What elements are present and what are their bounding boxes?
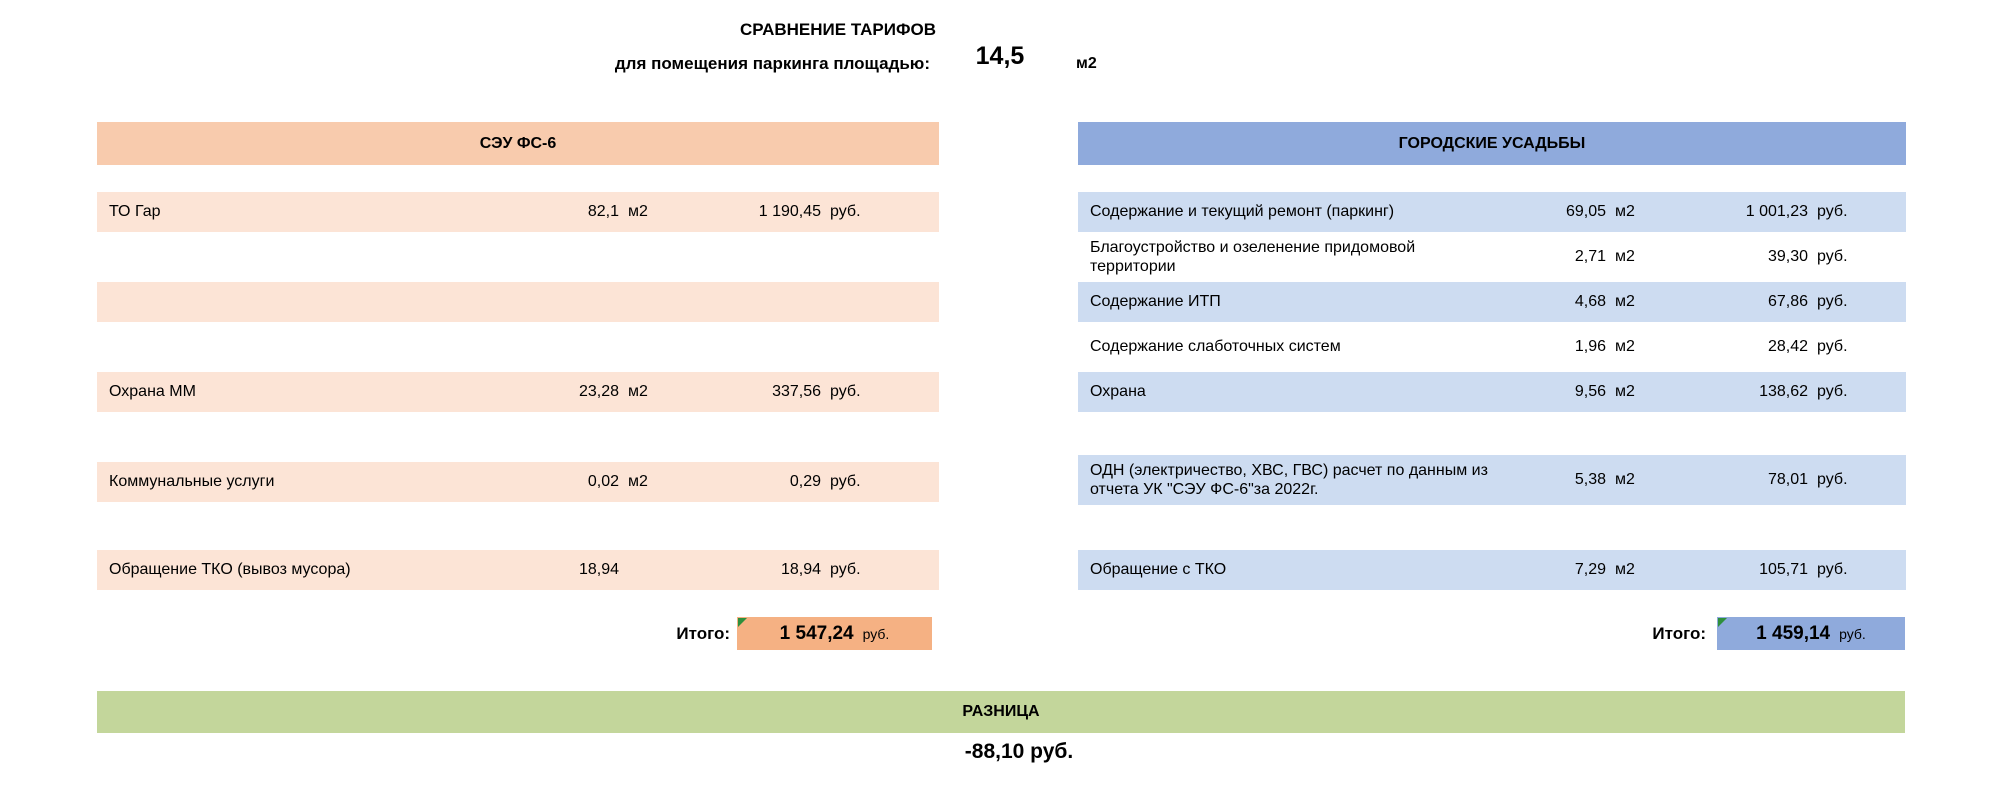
row-area-unit: м2 [628,473,648,490]
page-title: СРАВНЕНИЕ ТАРИФОВ [739,20,936,39]
row-area-unit: м2 [1615,471,1635,488]
parking-area-unit: м2 [1076,55,1097,72]
row-label: ТО Гар [109,203,161,221]
row-amount: 0,29 [789,473,821,490]
excel-error-triangle-icon [738,618,747,627]
table-row[interactable]: Благоустройство и озеленение придомовой … [1078,237,1906,277]
row-currency: руб. [1817,248,1848,265]
parking-area-value[interactable]: 14,5 [975,42,1025,70]
left-total-currency: руб. [862,625,890,642]
row-amount: 138,62 [1759,383,1808,400]
row-currency: руб. [830,473,861,490]
difference-value: -88,10 руб. [964,740,1074,763]
row-area-value: 1,96 [1574,338,1606,355]
row-area-unit: м2 [1615,248,1635,265]
row-label: Содержание и текущий ремонт (паркинг) [1090,203,1395,221]
row-label: Содержание слаботочных систем [1090,338,1341,356]
left-total-value: 1 547,24 [779,622,854,644]
table-row[interactable]: Обращение ТКО (вывоз мусора) 18,94 18,94… [97,550,939,590]
left-table-header[interactable]: СЭУ ФС-6 [97,122,939,165]
row-area-unit: м2 [1615,383,1635,400]
row-area-value: 4,68 [1574,293,1606,310]
row-currency: руб. [1817,203,1848,220]
row-amount: 105,71 [1759,561,1808,578]
right-total-currency: руб. [1839,625,1866,642]
row-amount: 1 190,45 [758,203,821,220]
right-total-cell[interactable]: 1 459,14 руб. [1717,617,1905,650]
table-row-empty[interactable] [97,282,939,322]
row-area-value: 0,02 [587,473,619,490]
right-total-value: 1 459,14 [1756,622,1831,644]
page-subtitle: для помещения паркинга площадью: [614,54,930,73]
row-area-unit: м2 [628,203,648,220]
row-area-unit: м2 [628,383,648,400]
row-currency: руб. [1817,383,1848,400]
row-amount: 78,01 [1767,471,1808,488]
row-label: Обращение с ТКО [1090,561,1227,579]
row-area-unit: м2 [1615,293,1635,310]
row-amount: 39,30 [1767,248,1808,265]
row-currency: руб. [1817,471,1848,488]
row-label: Охрана [1090,383,1146,401]
row-label: Благоустройство и озеленение придомовой … [1090,238,1416,275]
row-area-value: 9,56 [1574,383,1606,400]
row-area-value: 23,28 [578,383,619,400]
row-amount: 18,94 [780,561,821,578]
row-area-value: 18,94 [578,561,619,578]
row-amount: 67,86 [1767,293,1808,310]
row-currency: руб. [1817,561,1848,578]
row-currency: руб. [830,203,861,220]
left-total-cell[interactable]: 1 547,24 руб. [737,617,932,650]
row-area-unit: м2 [1615,203,1635,220]
row-label: Обращение ТКО (вывоз мусора) [109,561,351,579]
row-area-value: 5,38 [1574,471,1606,488]
table-row[interactable]: Обращение с ТКО 7,29 м2 105,71 руб. [1078,550,1906,590]
row-label: ОДН (электричество, ХВС, ГВС) расчет по … [1090,461,1488,498]
row-currency: руб. [1817,293,1848,310]
table-row[interactable]: ОДН (электричество, ХВС, ГВС) расчет по … [1078,455,1906,505]
row-area-unit: м2 [1615,338,1635,355]
right-table-header[interactable]: ГОРОДСКИЕ УСАДЬБЫ [1078,122,1906,165]
row-amount: 1 001,23 [1745,203,1808,220]
table-row[interactable]: Охрана ММ 23,28 м2 337,56 руб. [97,372,939,412]
excel-error-triangle-icon [1718,618,1727,627]
row-label: Содержание ИТП [1090,293,1221,311]
table-row[interactable]: Содержание слаботочных систем 1,96 м2 28… [1078,327,1906,367]
table-row[interactable]: ТО Гар 82,1 м2 1 190,45 руб. [97,192,939,232]
row-currency: руб. [830,383,861,400]
row-area-value: 82,1 [587,203,619,220]
row-area-unit: м2 [1615,561,1635,578]
difference-header-bar[interactable]: РАЗНИЦА [97,691,1905,733]
row-area-value: 7,29 [1574,561,1606,578]
row-area-value: 2,71 [1574,248,1606,265]
right-total-label: Итого: [1652,624,1706,643]
row-currency: руб. [1817,338,1848,355]
table-row[interactable]: Содержание ИТП 4,68 м2 67,86 руб. [1078,282,1906,322]
table-row[interactable]: Охрана 9,56 м2 138,62 руб. [1078,372,1906,412]
row-amount: 337,56 [772,383,821,400]
row-area-value: 69,05 [1565,203,1606,220]
table-row[interactable]: Коммунальные услуги 0,02 м2 0,29 руб. [97,462,939,502]
left-total-label: Итого: [676,624,730,643]
row-label: Коммунальные услуги [109,473,275,491]
row-amount: 28,42 [1767,338,1808,355]
table-row[interactable]: Содержание и текущий ремонт (паркинг) 69… [1078,192,1906,232]
row-label: Охрана ММ [109,383,196,401]
row-currency: руб. [830,561,861,578]
